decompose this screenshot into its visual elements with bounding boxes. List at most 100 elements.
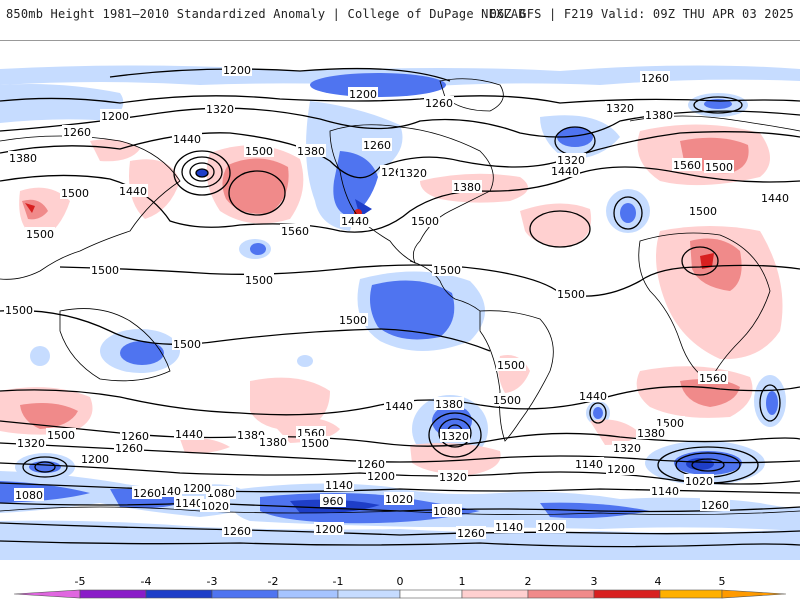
svg-text:1500: 1500 [61, 187, 89, 200]
contour-label: 1500 [4, 303, 34, 317]
svg-text:1260: 1260 [425, 97, 453, 110]
contour-label: 1320 [440, 429, 470, 443]
svg-text:1500: 1500 [557, 288, 585, 301]
svg-text:1440: 1440 [761, 192, 789, 205]
contour-label: 1200 [100, 109, 130, 123]
north-america-outline [329, 124, 494, 264]
svg-text:1500: 1500 [411, 215, 439, 228]
contour-label: 1500 [492, 393, 522, 407]
contour-label: 1320 [438, 470, 468, 484]
contour-label: 1440 [340, 214, 370, 228]
contour-label: 1260 [700, 498, 730, 512]
svg-text:1380: 1380 [297, 145, 325, 158]
svg-text:1500: 1500 [173, 338, 201, 351]
contour-label: 1500 [432, 263, 462, 277]
contour-label: 1140 [650, 484, 680, 498]
contour-label: 1260 [356, 457, 386, 471]
contour-label: 1500 [556, 287, 586, 301]
contour-labels: 1200 1200 1260 1260 1200 1320 1260 1320 … [4, 63, 790, 540]
svg-text:1140: 1140 [175, 497, 203, 510]
contour-label: 960 [320, 494, 346, 508]
svg-text:1440: 1440 [385, 400, 413, 413]
contour-label: 1260 [132, 486, 162, 500]
colorbar-segments [13, 589, 787, 599]
svg-text:1080: 1080 [15, 489, 43, 502]
contour-label: 1080 [14, 488, 44, 502]
colorbar-svg: -5 -4 -3 -2 -1 0 1 2 3 4 5 [13, 575, 787, 599]
contour-label: 1260 [114, 441, 144, 455]
contour-label: 1140 [174, 496, 204, 510]
contour-label: 1380 [644, 108, 674, 122]
svg-text:1500: 1500 [689, 205, 717, 218]
contour-label: 1500 [244, 273, 274, 287]
map-canvas: 1200 1200 1260 1260 1200 1320 1260 1320 … [0, 41, 800, 561]
svg-text:1320: 1320 [441, 430, 469, 443]
svg-text:1020: 1020 [201, 500, 229, 513]
svg-text:1380: 1380 [453, 181, 481, 194]
contour-label: 1320 [612, 441, 642, 455]
svg-text:1440: 1440 [175, 428, 203, 441]
colorbar-ticks: -5 -4 -3 -2 -1 0 1 2 3 4 5 [75, 575, 726, 588]
model-run-info: 06Z GFS | F219 Valid: 09Z THU APR 03 202… [489, 7, 794, 21]
contour-label: 1440 [760, 191, 790, 205]
colorbar: -5 -4 -3 -2 -1 0 1 2 3 4 5 [0, 560, 800, 600]
svg-text:1380: 1380 [435, 398, 463, 411]
contour-label: 1440 [550, 164, 580, 178]
contour-label: 1080 [432, 504, 462, 518]
svg-text:1260: 1260 [115, 442, 143, 455]
contour-label-text: 1200 [223, 64, 251, 77]
contour-label: 1260 [62, 125, 92, 139]
contour-label: 1200 [348, 87, 378, 101]
contour-label: 1320 [398, 166, 428, 180]
contour-label: 1200 [536, 520, 566, 534]
svg-text:1020: 1020 [385, 493, 413, 506]
contour-label: 1140 [324, 478, 354, 492]
svg-text:1440: 1440 [341, 215, 369, 228]
svg-text:1500: 1500 [47, 429, 75, 442]
contour-label: 1560 [280, 224, 310, 238]
colorbar-tick: 4 [655, 575, 662, 588]
contour-label: 1380 [8, 151, 38, 165]
colorbar-tick: -5 [75, 575, 86, 588]
contour-label: 1380 [452, 180, 482, 194]
svg-text:1560: 1560 [673, 159, 701, 172]
contour-label: 1500 [46, 428, 76, 442]
contour-label: 1440 [174, 427, 204, 441]
svg-text:1260: 1260 [641, 72, 669, 85]
contour-label: 1200 [366, 469, 396, 483]
contour-label: 1200 [80, 452, 110, 466]
svg-text:1260: 1260 [121, 430, 149, 443]
contour-label: 1500 [688, 204, 718, 218]
negative-anomaly-fill [0, 65, 800, 561]
svg-text:1320: 1320 [557, 154, 585, 167]
svg-text:1500: 1500 [497, 359, 525, 372]
contour-label: 1260 [640, 71, 670, 85]
svg-text:1500: 1500 [705, 161, 733, 174]
central-america-outline [409, 260, 481, 312]
contour-label: 1020 [684, 474, 714, 488]
contour-label: 1500 [172, 337, 202, 351]
svg-text:1260: 1260 [457, 527, 485, 540]
svg-text:1260: 1260 [133, 487, 161, 500]
contour-label: 1380 [258, 435, 288, 449]
contour-label: 1140 [494, 520, 524, 534]
contour-label: 1500 [410, 214, 440, 228]
svg-text:1320: 1320 [606, 102, 634, 115]
contour-label: 1260 [222, 524, 252, 538]
colorbar-tick: -3 [207, 575, 218, 588]
contour-label: 1200 [606, 462, 636, 476]
contour-label: 1320 [605, 101, 635, 115]
svg-text:1320: 1320 [439, 471, 467, 484]
svg-text:1260: 1260 [63, 126, 91, 139]
colorbar-tick: 3 [591, 575, 598, 588]
colorbar-tick: 5 [719, 575, 726, 588]
contour-label: 1560 [672, 158, 702, 172]
svg-text:1260: 1260 [701, 499, 729, 512]
svg-text:1200: 1200 [367, 470, 395, 483]
svg-text:1320: 1320 [206, 103, 234, 116]
svg-text:1380: 1380 [645, 109, 673, 122]
south-america-outline [479, 310, 554, 442]
contour-label: 1260 [120, 429, 150, 443]
colorbar-tick: 0 [397, 575, 404, 588]
svg-text:1320: 1320 [399, 167, 427, 180]
